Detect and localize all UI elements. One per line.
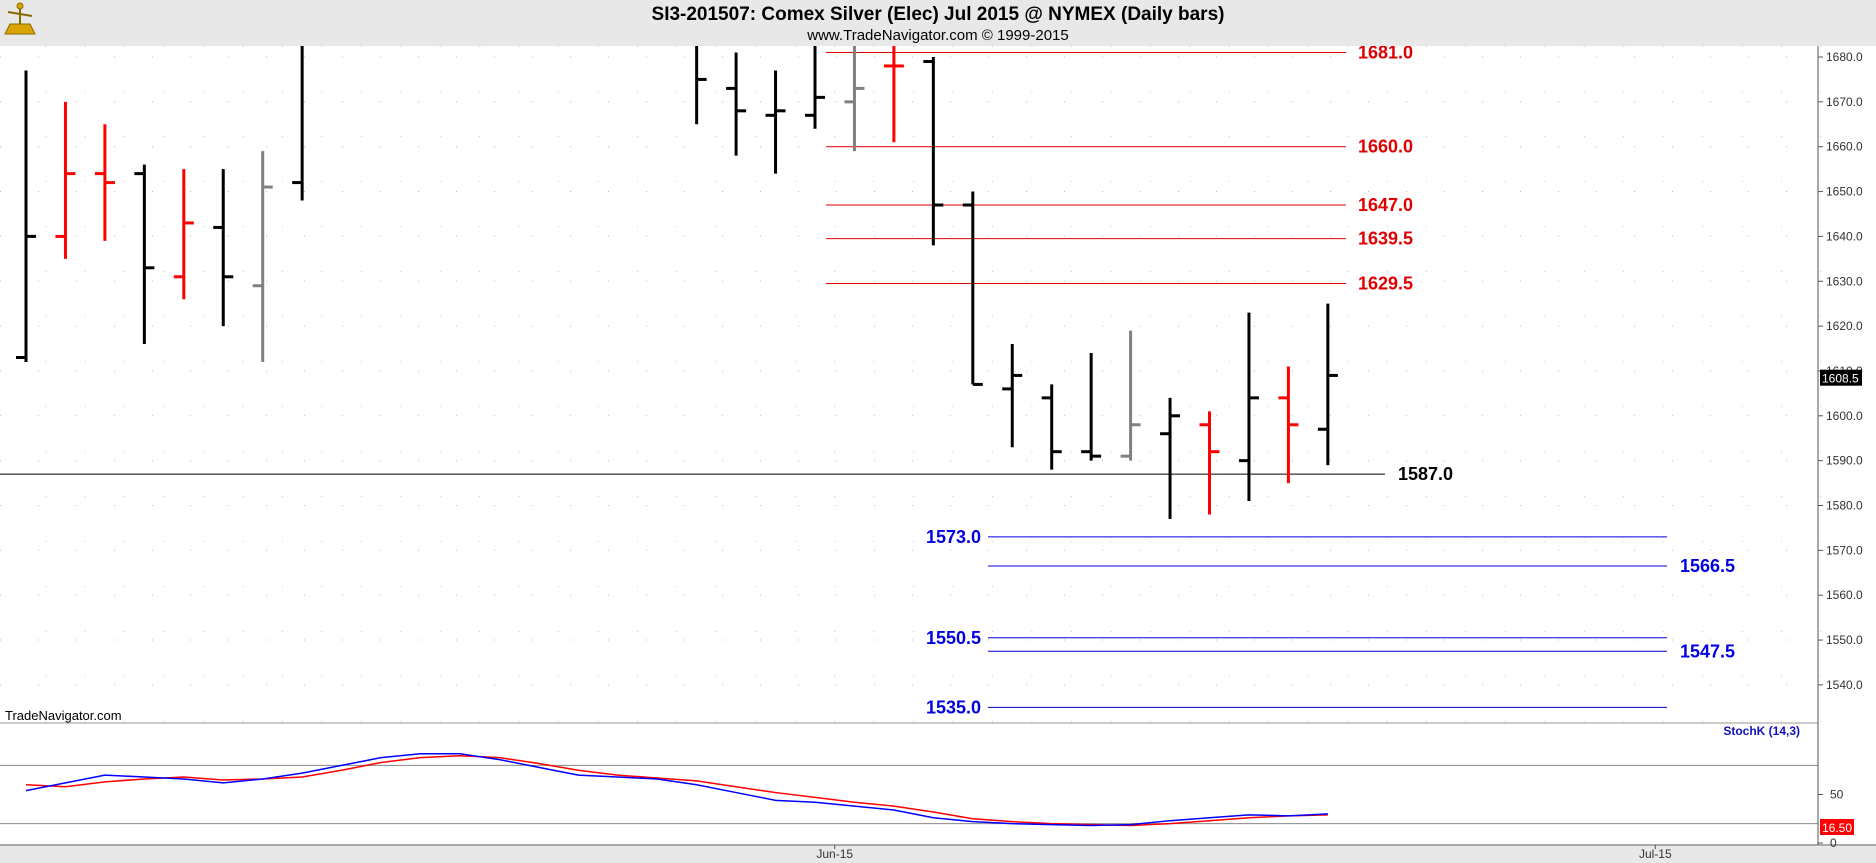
- ohlc-bar: [1160, 397, 1181, 519]
- resistance-label: 1629.5: [1358, 273, 1413, 293]
- last-price-label: 1608.5: [1822, 372, 1859, 386]
- chart-grid: [0, 46, 1822, 722]
- pivot-label: 1587.0: [1398, 464, 1453, 484]
- ohlc-bar: [16, 70, 36, 362]
- y-tick-label: 1570.0: [1826, 543, 1863, 557]
- last-price-marker: [1820, 369, 1862, 386]
- y-tick-label: 1550.0: [1826, 633, 1863, 647]
- tradenavigator-logo-icon: [4, 2, 36, 35]
- support-label-left: 1573.0: [926, 527, 981, 547]
- ohlc-bar: [1199, 411, 1220, 515]
- price-levels: 1681.0 1660.0 1647.0 1639.5 1629.5 1587.0 1573…: [0, 43, 1735, 717]
- y-tick-label: 1680.0: [1826, 50, 1863, 64]
- stoch-d-line: [25, 754, 1328, 827]
- x-tick-label: Jun-15: [816, 847, 853, 861]
- stochastic-label: StochK (14,3): [1723, 724, 1800, 738]
- stoch-tick-label: 0: [1830, 836, 1837, 850]
- ohlc-bar: [1317, 303, 1338, 466]
- support-label-left: 1535.0: [926, 697, 981, 717]
- ohlc-bar: [252, 151, 273, 362]
- ohlc-bar: [292, 46, 304, 201]
- y-tick-label: 1590.0: [1826, 454, 1863, 468]
- header-band: [0, 0, 1876, 46]
- support-label-left: 1550.5: [926, 628, 981, 648]
- y-tick-label: 1650.0: [1826, 185, 1863, 199]
- ohlc-bar: [726, 52, 747, 156]
- x-axis-band: [0, 846, 1876, 863]
- ohlc-bar: [94, 124, 115, 241]
- ohlc-bar: [1041, 384, 1062, 470]
- y-tick-label: 1620.0: [1826, 319, 1863, 333]
- chart-subtitle: www.TradeNavigator.com © 1999-2015: [806, 27, 1068, 44]
- ohlc-bar: [55, 101, 76, 259]
- ohlc-bar: [1002, 344, 1023, 448]
- stoch-k-line: [25, 753, 1328, 827]
- ohlc-bar: [134, 164, 155, 345]
- resistance-label: 1647.0: [1358, 195, 1413, 215]
- stochastic-panel: [0, 722, 1818, 827]
- y-axis: 1540.0 1550.0 1560.0 1570.0 1580.0 1590.0 1600…: [1818, 50, 1863, 850]
- x-tick-label: Jul-15: [1639, 847, 1672, 861]
- resistance-label: 1681.0: [1358, 43, 1413, 63]
- ohlc-bar: [1278, 366, 1299, 484]
- bars-clipped: [16, 46, 1338, 519]
- support-label-right: 1547.5: [1680, 641, 1735, 661]
- stoch-last-marker: [1820, 818, 1854, 835]
- ohlc-bar: [844, 46, 865, 152]
- resistance-label: 1639.5: [1358, 229, 1413, 249]
- ohlc-bar: [923, 57, 944, 246]
- ohlc-bar: [173, 169, 194, 300]
- ohlc-bar: [213, 169, 234, 327]
- y-tick-label: 1540.0: [1826, 678, 1863, 692]
- y-tick-label: 1560.0: [1826, 588, 1863, 602]
- y-tick-label: 1580.0: [1826, 499, 1863, 513]
- support-label-right: 1566.5: [1680, 556, 1735, 576]
- ohlc-bar: [962, 191, 983, 386]
- stoch-last-label: 16.50: [1822, 821, 1852, 835]
- watermark-label: TradeNavigator.com: [5, 708, 122, 723]
- y-tick-label: 1630.0: [1826, 274, 1863, 288]
- ohlc-bar: [805, 46, 825, 129]
- ohlc-bar: [695, 46, 707, 125]
- resistance-label: 1660.0: [1358, 137, 1413, 157]
- chart-title: SI3-201507: Comex Silver (Elec) Jul 2015…: [652, 4, 1225, 25]
- ohlc-bar: [1120, 330, 1141, 461]
- y-tick-label: 1670.0: [1826, 95, 1863, 109]
- ohlc-bars: [16, 46, 1338, 519]
- y-tick-label: 1600.0: [1826, 409, 1863, 423]
- ohlc-bar: [1238, 312, 1259, 502]
- stoch-tick-label: 50: [1830, 788, 1844, 802]
- y-tick-label: 1640.0: [1826, 229, 1863, 243]
- y-tick-label: 1660.0: [1826, 140, 1863, 154]
- ohlc-bar: [883, 46, 904, 143]
- ohlc-bar: [765, 70, 786, 174]
- ohlc-bar: [1081, 353, 1102, 461]
- x-axis: Jun-15 Jul-15: [816, 845, 1672, 861]
